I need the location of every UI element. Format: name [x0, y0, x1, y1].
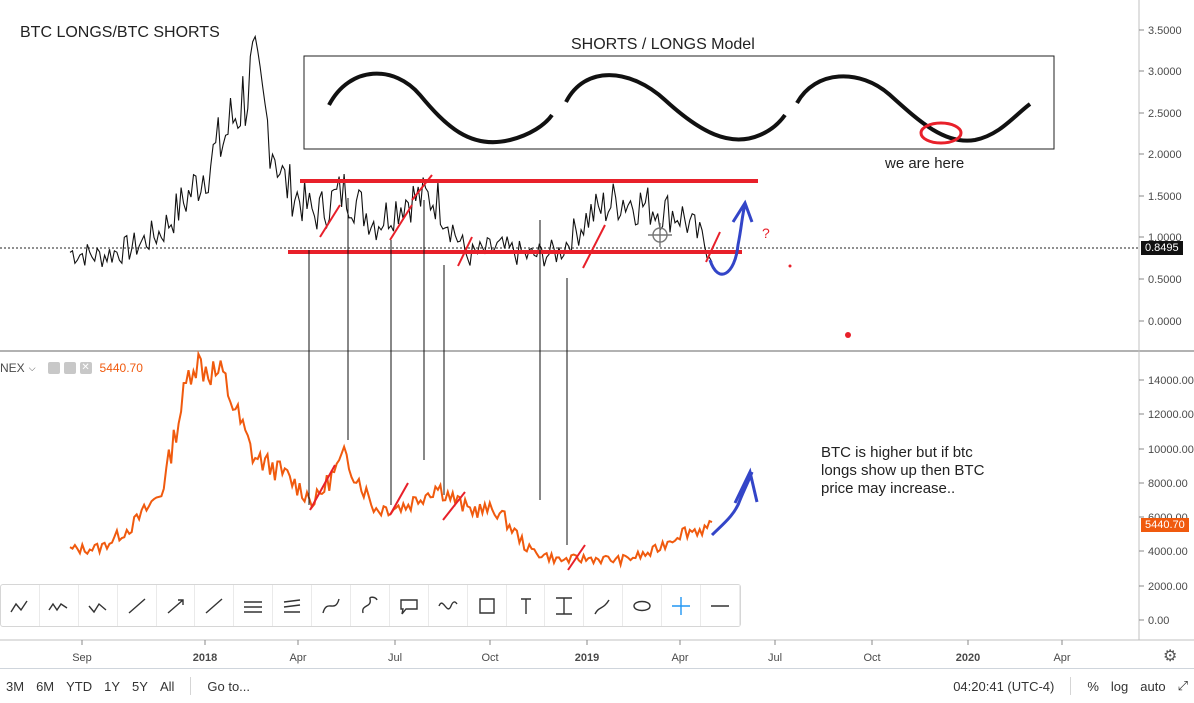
abcd-pattern-icon[interactable]: [1, 585, 40, 626]
range-ytd[interactable]: YTD: [66, 678, 93, 694]
ratio-current-tag: 0.8495: [1141, 241, 1183, 255]
red-dot-1: [788, 264, 792, 268]
model-title: SHORTS / LONGS Model: [571, 36, 755, 53]
time-tick-label: Apr: [671, 652, 688, 664]
vertical-connectors: [308, 198, 568, 545]
price-legend-value: 5440.70: [99, 361, 143, 375]
top-tick-label: 0.5000: [1148, 274, 1182, 286]
log-toggle[interactable]: log: [1110, 678, 1129, 694]
crosshair-icon[interactable]: [662, 585, 702, 626]
bottom-tick-label: 10000.00: [1148, 444, 1194, 456]
here-marker-ellipse[interactable]: [919, 121, 963, 145]
bottom-tick-label: 2000.00: [1148, 581, 1188, 593]
symbol-label[interactable]: NEX: [0, 361, 25, 375]
arrow-icon[interactable]: [157, 585, 196, 626]
bottom-tick-label: 4000.00: [1148, 546, 1188, 558]
model-sine-3[interactable]: [795, 74, 1032, 143]
parallel-channel-icon[interactable]: [234, 585, 274, 626]
time-tick-label: Apr: [1053, 652, 1070, 664]
ellipse-icon[interactable]: [623, 585, 663, 626]
chevron-down-icon[interactable]: ⌵: [28, 362, 36, 373]
top-tick-label: 3.5000: [1148, 25, 1182, 37]
here-label: we are here: [884, 155, 964, 172]
eye-icon[interactable]: [47, 362, 60, 374]
time-tick-label: 2018: [193, 652, 217, 664]
range-3m[interactable]: 3M: [6, 678, 25, 694]
time-tick-label: Apr: [289, 652, 306, 664]
sine-line-icon[interactable]: [429, 585, 468, 626]
ray-icon[interactable]: [195, 585, 235, 626]
divider: [190, 677, 192, 695]
bottom-tick-label: 14000.00: [1148, 375, 1194, 387]
fullscreen-icon[interactable]: ⤢: [1177, 678, 1188, 693]
path-icon[interactable]: [351, 585, 390, 626]
time-tick-label: 2020: [956, 652, 980, 664]
close-icon[interactable]: ✕: [79, 362, 92, 374]
trend-line-icon[interactable]: [118, 585, 157, 626]
gear-icon[interactable]: [63, 362, 76, 374]
time-tick-label: Sep: [72, 652, 92, 664]
top-tick-label: 2.0000: [1148, 149, 1182, 161]
text-icon[interactable]: [507, 585, 546, 626]
callout-icon[interactable]: [390, 585, 429, 626]
model-box[interactable]: [303, 55, 1055, 150]
price-range-icon[interactable]: [545, 585, 585, 626]
range-6m[interactable]: 6M: [36, 678, 55, 694]
bottom-tick-label: 12000.00: [1148, 409, 1194, 421]
bottom-annotation-line-1: BTC is higher but if btc: [821, 444, 973, 461]
top-slash-marks: [319, 174, 721, 269]
model-sine-1[interactable]: [327, 71, 554, 145]
chart-settings-gear-icon[interactable]: ⚙: [1163, 648, 1178, 665]
time-axis[interactable]: Sep 2018 Apr Jul Oct 2019 Apr Jul Oct 2020 Apr: [72, 640, 1071, 664]
chart-canvas[interactable]: 3.50003.00002.50002.00001.50001.00000.50…: [0, 0, 1194, 668]
time-tick-label: Oct: [481, 652, 498, 664]
goto-button[interactable]: Go to...: [207, 678, 251, 694]
horizontal-line-icon[interactable]: [701, 585, 740, 626]
time-tick-label: Oct: [863, 652, 880, 664]
percent-toggle[interactable]: %: [1087, 678, 1099, 694]
time-tick-label: 2019: [575, 652, 599, 664]
brush-icon[interactable]: [584, 585, 624, 626]
top-tick-label: 0.0000: [1148, 316, 1182, 328]
model-sine-2[interactable]: [564, 73, 787, 142]
time-tick-label: Jul: [768, 652, 782, 664]
bottom-bar[interactable]: 3M 6M YTD 1Y 5Y All Go to... 04:20:41 (U…: [0, 668, 1194, 703]
top-tick-label: 3.0000: [1148, 66, 1182, 78]
top-tick-label: 2.5000: [1148, 108, 1182, 120]
top-tick-label: 1.5000: [1148, 191, 1182, 203]
ratio-series-line: [69, 34, 713, 268]
bottom-tick-label: 8000.00: [1148, 478, 1188, 490]
clock-time[interactable]: 04:20:41 (UTC-4): [953, 678, 1055, 694]
price-pane-legend[interactable]: NEX ⌵ ✕ 5440.70: [0, 361, 143, 375]
bottom-price-axis[interactable]: 14000.0012000.0010000.008000.006000.0040…: [1139, 375, 1194, 627]
top-price-axis[interactable]: 3.50003.00002.50002.00001.50001.00000.50…: [1139, 25, 1182, 328]
rectangle-icon[interactable]: [468, 585, 507, 626]
price-current-tag: 5440.70: [1141, 518, 1189, 532]
top-projection-arrow[interactable]: [708, 199, 754, 276]
drawing-toolbar[interactable]: [0, 584, 741, 627]
bottom-annotation-line-2: longs show up then BTC: [821, 462, 985, 479]
question-mark: ?: [762, 225, 770, 241]
auto-toggle[interactable]: auto: [1140, 678, 1166, 694]
range-5y[interactable]: 5Y: [132, 678, 148, 694]
bottom-projection-arrow[interactable]: [710, 467, 759, 537]
divider: [1070, 677, 1072, 695]
bottom-annotation-line-3: price may increase..: [821, 480, 955, 497]
bottom-tick-label: 0.00: [1148, 615, 1169, 627]
curve-icon[interactable]: [312, 585, 352, 626]
ratio-chart-title: BTC LONGS/BTC SHORTS: [20, 24, 220, 41]
range-all[interactable]: All: [159, 678, 175, 694]
red-dot-2: [845, 332, 851, 338]
range-1y[interactable]: 1Y: [104, 678, 121, 694]
drag-cursor-icon: [648, 223, 672, 247]
wxy-pattern-icon[interactable]: [79, 585, 118, 626]
abcde-pattern-icon[interactable]: [40, 585, 79, 626]
time-tick-label: Jul: [388, 652, 402, 664]
bottom-slash-marks: [309, 464, 586, 571]
pitchfork-icon[interactable]: [273, 585, 313, 626]
